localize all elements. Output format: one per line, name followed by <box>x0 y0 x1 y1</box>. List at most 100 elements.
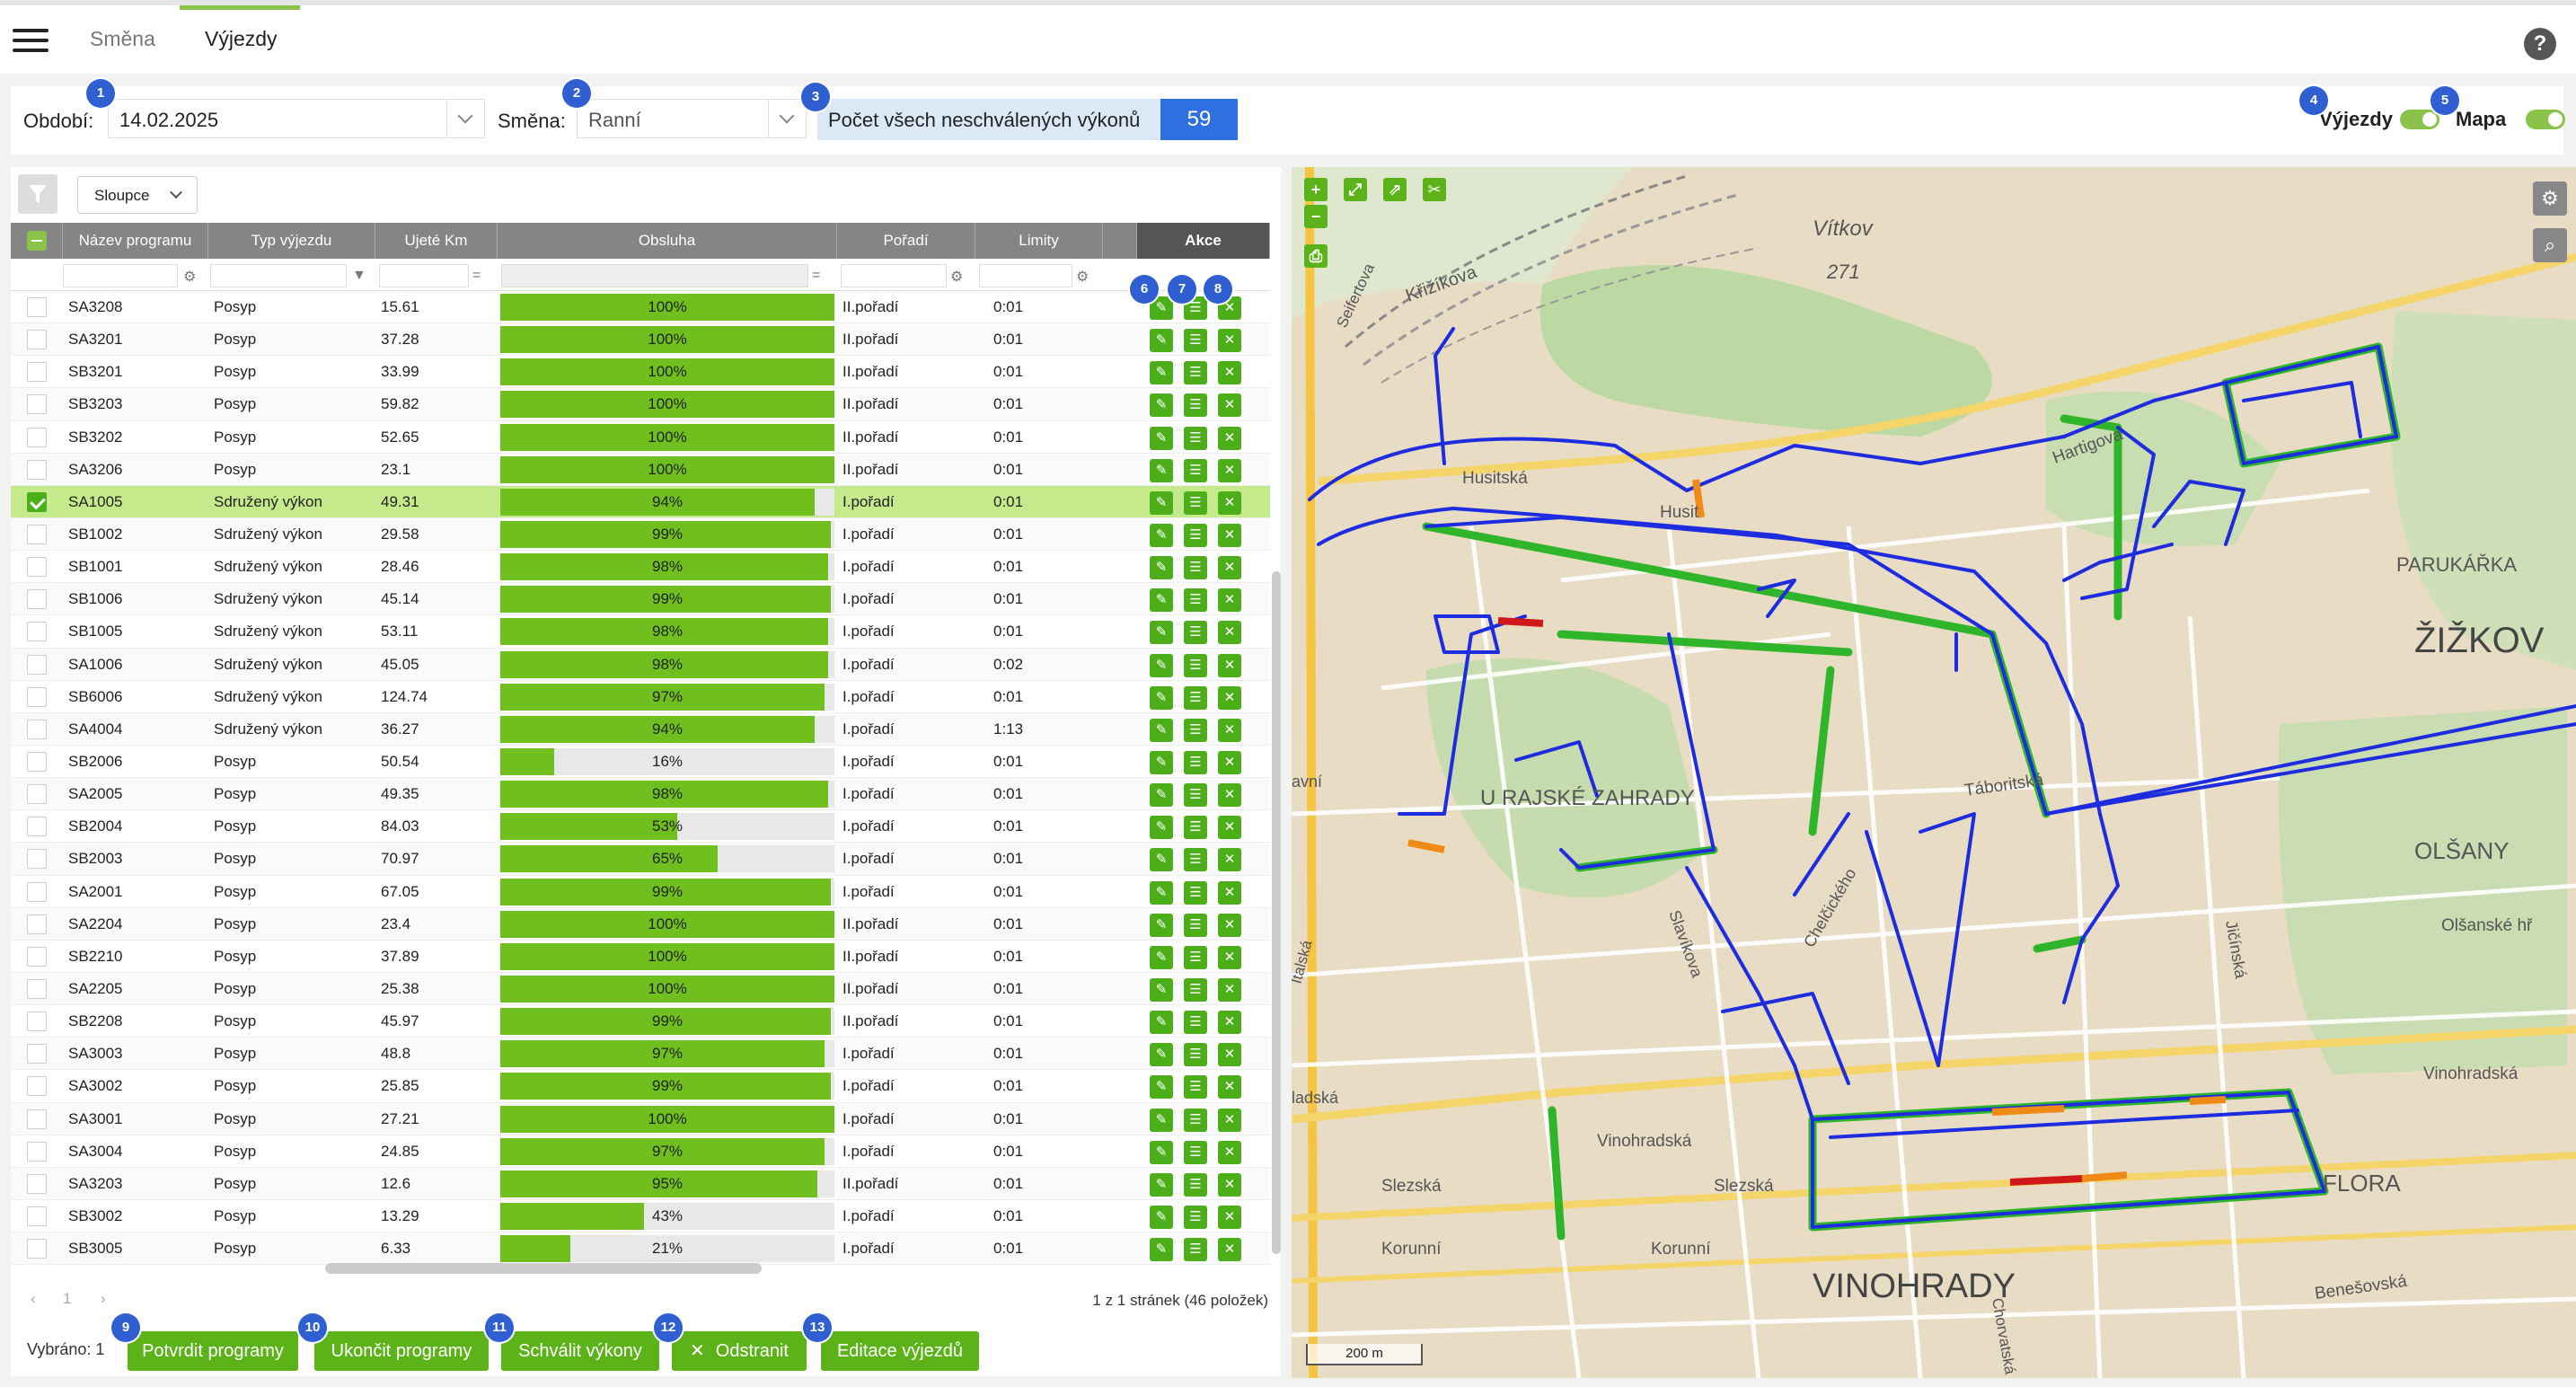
edit-pencil-icon[interactable]: ✎ <box>1150 393 1173 418</box>
smena-select[interactable]: Ranní <box>577 99 807 138</box>
list-detail-icon[interactable]: ☰ <box>1184 361 1207 385</box>
select-all-checkbox[interactable] <box>27 231 47 251</box>
filter-typ-input[interactable] <box>210 264 347 287</box>
table-row[interactable]: SB2006 Posyp 50.54 16% I.pořadí 0:01 ✎ ☰ ✕ <box>11 746 1270 779</box>
list-detail-icon[interactable]: ☰ <box>1184 621 1207 645</box>
list-detail-icon[interactable]: ☰ <box>1184 685 1207 710</box>
list-detail-icon[interactable]: ☰ <box>1184 1108 1207 1132</box>
close-icon[interactable]: ✕ <box>1218 393 1241 418</box>
vertical-scrollbar[interactable] <box>1272 571 1281 1254</box>
close-icon[interactable]: ✕ <box>1218 1238 1241 1262</box>
confirm-programs-button[interactable]: Potvrdit programy <box>128 1331 298 1371</box>
row-checkbox[interactable] <box>27 1044 47 1065</box>
settings-gear-icon[interactable]: ⚙ <box>2533 181 2567 216</box>
toggle-vyjezdy[interactable] <box>2400 110 2439 129</box>
list-detail-icon[interactable]: ☰ <box>1184 556 1207 580</box>
edit-pencil-icon[interactable]: ✎ <box>1150 783 1173 808</box>
filter-km-input[interactable] <box>379 264 469 287</box>
equals-icon[interactable]: = <box>472 268 481 283</box>
close-icon[interactable]: ✕ <box>1218 1075 1241 1100</box>
columns-dropdown[interactable]: Sloupce <box>77 176 198 214</box>
close-icon[interactable]: ✕ <box>1218 685 1241 710</box>
edit-pencil-icon[interactable]: ✎ <box>1150 296 1173 320</box>
close-icon[interactable]: ✕ <box>1218 556 1241 580</box>
row-checkbox[interactable] <box>27 1206 47 1226</box>
edit-pencil-icon[interactable]: ✎ <box>1150 556 1173 580</box>
row-checkbox[interactable] <box>27 394 47 415</box>
list-detail-icon[interactable]: ☰ <box>1184 393 1207 418</box>
expand-icon[interactable]: ⤢ <box>1344 178 1367 201</box>
list-detail-icon[interactable]: ☰ <box>1184 1172 1207 1197</box>
pager-page[interactable]: 1 <box>63 1290 72 1307</box>
horizontal-scrollbar[interactable] <box>325 1263 762 1274</box>
table-row[interactable]: SB3202 Posyp 52.65 100% II.pořadí 0:01 ✎ ☰ ✕ <box>11 421 1270 454</box>
select-all-cell[interactable] <box>11 223 63 259</box>
chevron-down-icon[interactable] <box>446 100 484 137</box>
row-checkbox[interactable] <box>27 589 47 610</box>
row-checkbox[interactable] <box>27 362 47 383</box>
pager-next[interactable]: › <box>101 1290 106 1307</box>
edit-pencil-icon[interactable]: ✎ <box>1150 880 1173 905</box>
close-icon[interactable]: ✕ <box>1218 848 1241 872</box>
close-icon[interactable]: ✕ <box>1218 1205 1241 1229</box>
tab-vyjezdy[interactable]: Výjezdy <box>205 27 278 50</box>
list-detail-icon[interactable]: ☰ <box>1184 945 1207 969</box>
header-typ[interactable]: Typ výjezdu <box>208 223 375 259</box>
filter-options-icon[interactable]: ⚙ <box>1076 269 1090 285</box>
row-checkbox[interactable] <box>27 1012 47 1032</box>
table-row[interactable]: SA1006 Sdružený výkon 45.05 98% I.pořadí 0:02… <box>11 648 1270 681</box>
row-checkbox[interactable] <box>27 491 47 512</box>
list-detail-icon[interactable]: ☰ <box>1184 1011 1207 1035</box>
close-icon[interactable]: ✕ <box>1218 1140 1241 1164</box>
table-row[interactable]: SA3201 Posyp 37.28 100% II.pořadí 0:01 ✎ ☰ ✕ <box>11 323 1270 357</box>
list-detail-icon[interactable]: ☰ <box>1184 816 1207 840</box>
row-checkbox[interactable] <box>27 914 47 934</box>
table-row[interactable]: SB2003 Posyp 70.97 65% I.pořadí 0:01 ✎ ☰ ✕ <box>11 843 1270 876</box>
row-checkbox[interactable] <box>27 849 47 870</box>
edit-pencil-icon[interactable]: ✎ <box>1150 1043 1173 1067</box>
equals-icon[interactable]: = <box>812 268 821 283</box>
close-icon[interactable]: ✕ <box>1218 1011 1241 1035</box>
row-checkbox[interactable] <box>27 946 47 967</box>
map-canvas[interactable]: Vítkov 271 Křižíkova Husitská Husit Hart… <box>1292 167 2576 1378</box>
table-row[interactable]: SA2001 Posyp 67.05 99% I.pořadí 0:01 ✎ ☰ ✕ <box>11 876 1270 908</box>
edit-pencil-icon[interactable]: ✎ <box>1150 1011 1173 1035</box>
row-checkbox[interactable] <box>27 719 47 739</box>
external-link-icon[interactable]: ⇗ <box>1383 178 1407 201</box>
row-checkbox[interactable] <box>27 1076 47 1097</box>
table-row[interactable]: SB3201 Posyp 33.99 100% II.pořadí 0:01 ✎ ☰ ✕ <box>11 356 1270 389</box>
obdobi-date-field[interactable]: 14.02.2025 <box>108 99 485 138</box>
close-icon[interactable]: ✕ <box>1218 621 1241 645</box>
close-icon[interactable]: ✕ <box>1218 426 1241 450</box>
close-icon[interactable]: ✕ <box>1218 750 1241 774</box>
edit-pencil-icon[interactable]: ✎ <box>1150 1205 1173 1229</box>
filter-nazev-input[interactable] <box>63 264 178 287</box>
close-icon[interactable]: ✕ <box>1218 816 1241 840</box>
edit-pencil-icon[interactable]: ✎ <box>1150 945 1173 969</box>
edit-pencil-icon[interactable]: ✎ <box>1150 913 1173 937</box>
list-detail-icon[interactable]: ☰ <box>1184 588 1207 613</box>
row-checkbox[interactable] <box>27 459 47 480</box>
edit-pencil-icon[interactable]: ✎ <box>1150 329 1173 353</box>
edit-pencil-icon[interactable]: ✎ <box>1150 1108 1173 1132</box>
list-detail-icon[interactable]: ☰ <box>1184 1075 1207 1100</box>
row-checkbox[interactable] <box>27 297 47 317</box>
table-row[interactable]: SB1001 Sdružený výkon 28.46 98% I.pořadí 0:01… <box>11 551 1270 584</box>
edit-pencil-icon[interactable]: ✎ <box>1150 490 1173 515</box>
close-icon[interactable]: ✕ <box>1218 653 1241 677</box>
row-checkbox[interactable] <box>27 751 47 772</box>
list-detail-icon[interactable]: ☰ <box>1184 1140 1207 1164</box>
table-row[interactable]: SA3208 Posyp 15.61 100% II.pořadí 0:01 ✎ ☰ ✕ <box>11 291 1270 324</box>
search-icon[interactable]: ⌕ <box>2533 228 2567 262</box>
edit-pencil-icon[interactable]: ✎ <box>1150 621 1173 645</box>
row-checkbox[interactable] <box>27 622 47 642</box>
list-detail-icon[interactable]: ☰ <box>1184 490 1207 515</box>
filter-options-icon[interactable]: ⚙ <box>950 269 964 285</box>
edit-pencil-icon[interactable]: ✎ <box>1150 1238 1173 1262</box>
zoom-out-button[interactable]: − <box>1304 205 1328 228</box>
close-icon[interactable]: ✕ <box>1218 361 1241 385</box>
list-detail-icon[interactable]: ☰ <box>1184 848 1207 872</box>
toggle-mapa[interactable] <box>2526 110 2565 129</box>
close-icon[interactable]: ✕ <box>1218 913 1241 937</box>
edit-pencil-icon[interactable]: ✎ <box>1150 588 1173 613</box>
